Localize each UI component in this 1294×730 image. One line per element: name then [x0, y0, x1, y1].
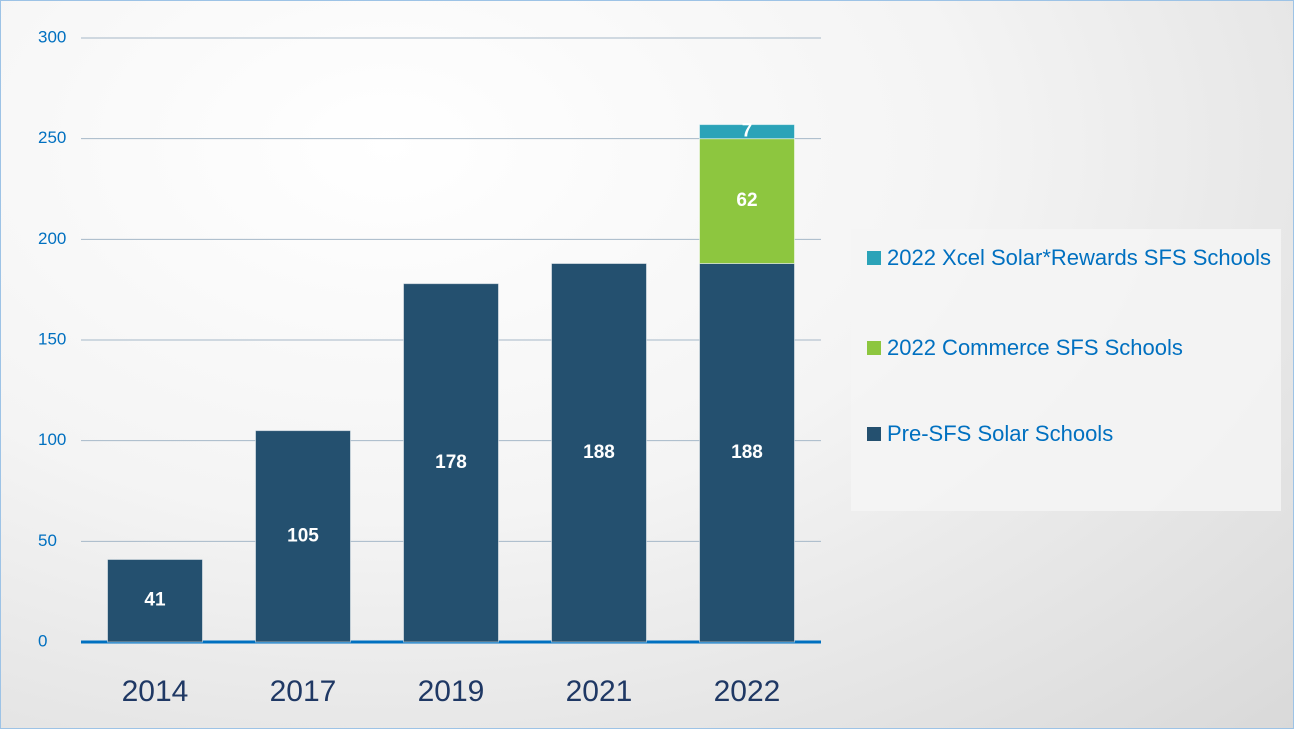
legend-swatch [867, 427, 881, 441]
legend-item: 2022 Commerce SFS Schools [867, 333, 1277, 363]
data-label: 62 [736, 190, 757, 211]
bar-segment [699, 124, 795, 140]
legend-swatch [867, 341, 881, 355]
bar-segment [403, 283, 499, 643]
y-tick-label: 100 [38, 430, 66, 449]
legend: 2022 Xcel Solar*Rewards SFS Schools 2022 … [851, 229, 1281, 511]
y-tick-label: 250 [38, 128, 66, 147]
data-label: 7 [742, 121, 753, 142]
y-tick-label: 50 [38, 531, 57, 550]
y-tick-label: 0 [38, 631, 47, 650]
x-tick-label: 2014 [122, 675, 189, 708]
y-tick-label: 200 [38, 229, 66, 248]
bar-segment [107, 558, 203, 643]
bar-segment [551, 262, 647, 643]
bar-segment [699, 138, 795, 264]
y-tick-label: 150 [38, 329, 66, 348]
legend-label: Pre-SFS Solar Schools [887, 421, 1114, 446]
legend-item: 2022 Xcel Solar*Rewards SFS Schools [867, 243, 1277, 273]
legend-label: 2022 Commerce SFS Schools [887, 335, 1183, 360]
legend-label: 2022 Xcel Solar*Rewards SFS Schools [887, 245, 1271, 270]
legend-swatch [867, 251, 881, 265]
x-tick-label: 2022 [714, 675, 781, 708]
x-tick-label: 2021 [566, 675, 633, 708]
bar-segment [255, 430, 351, 643]
data-label: 178 [435, 452, 467, 473]
data-label: 105 [287, 525, 319, 546]
x-tick-label: 2017 [270, 675, 337, 708]
y-tick-label: 300 [38, 27, 66, 46]
data-label: 188 [583, 442, 615, 463]
legend-item: Pre-SFS Solar Schools [867, 419, 1277, 449]
x-tick-label: 2019 [418, 675, 485, 708]
data-label: 188 [731, 442, 763, 463]
data-label: 41 [144, 590, 166, 611]
